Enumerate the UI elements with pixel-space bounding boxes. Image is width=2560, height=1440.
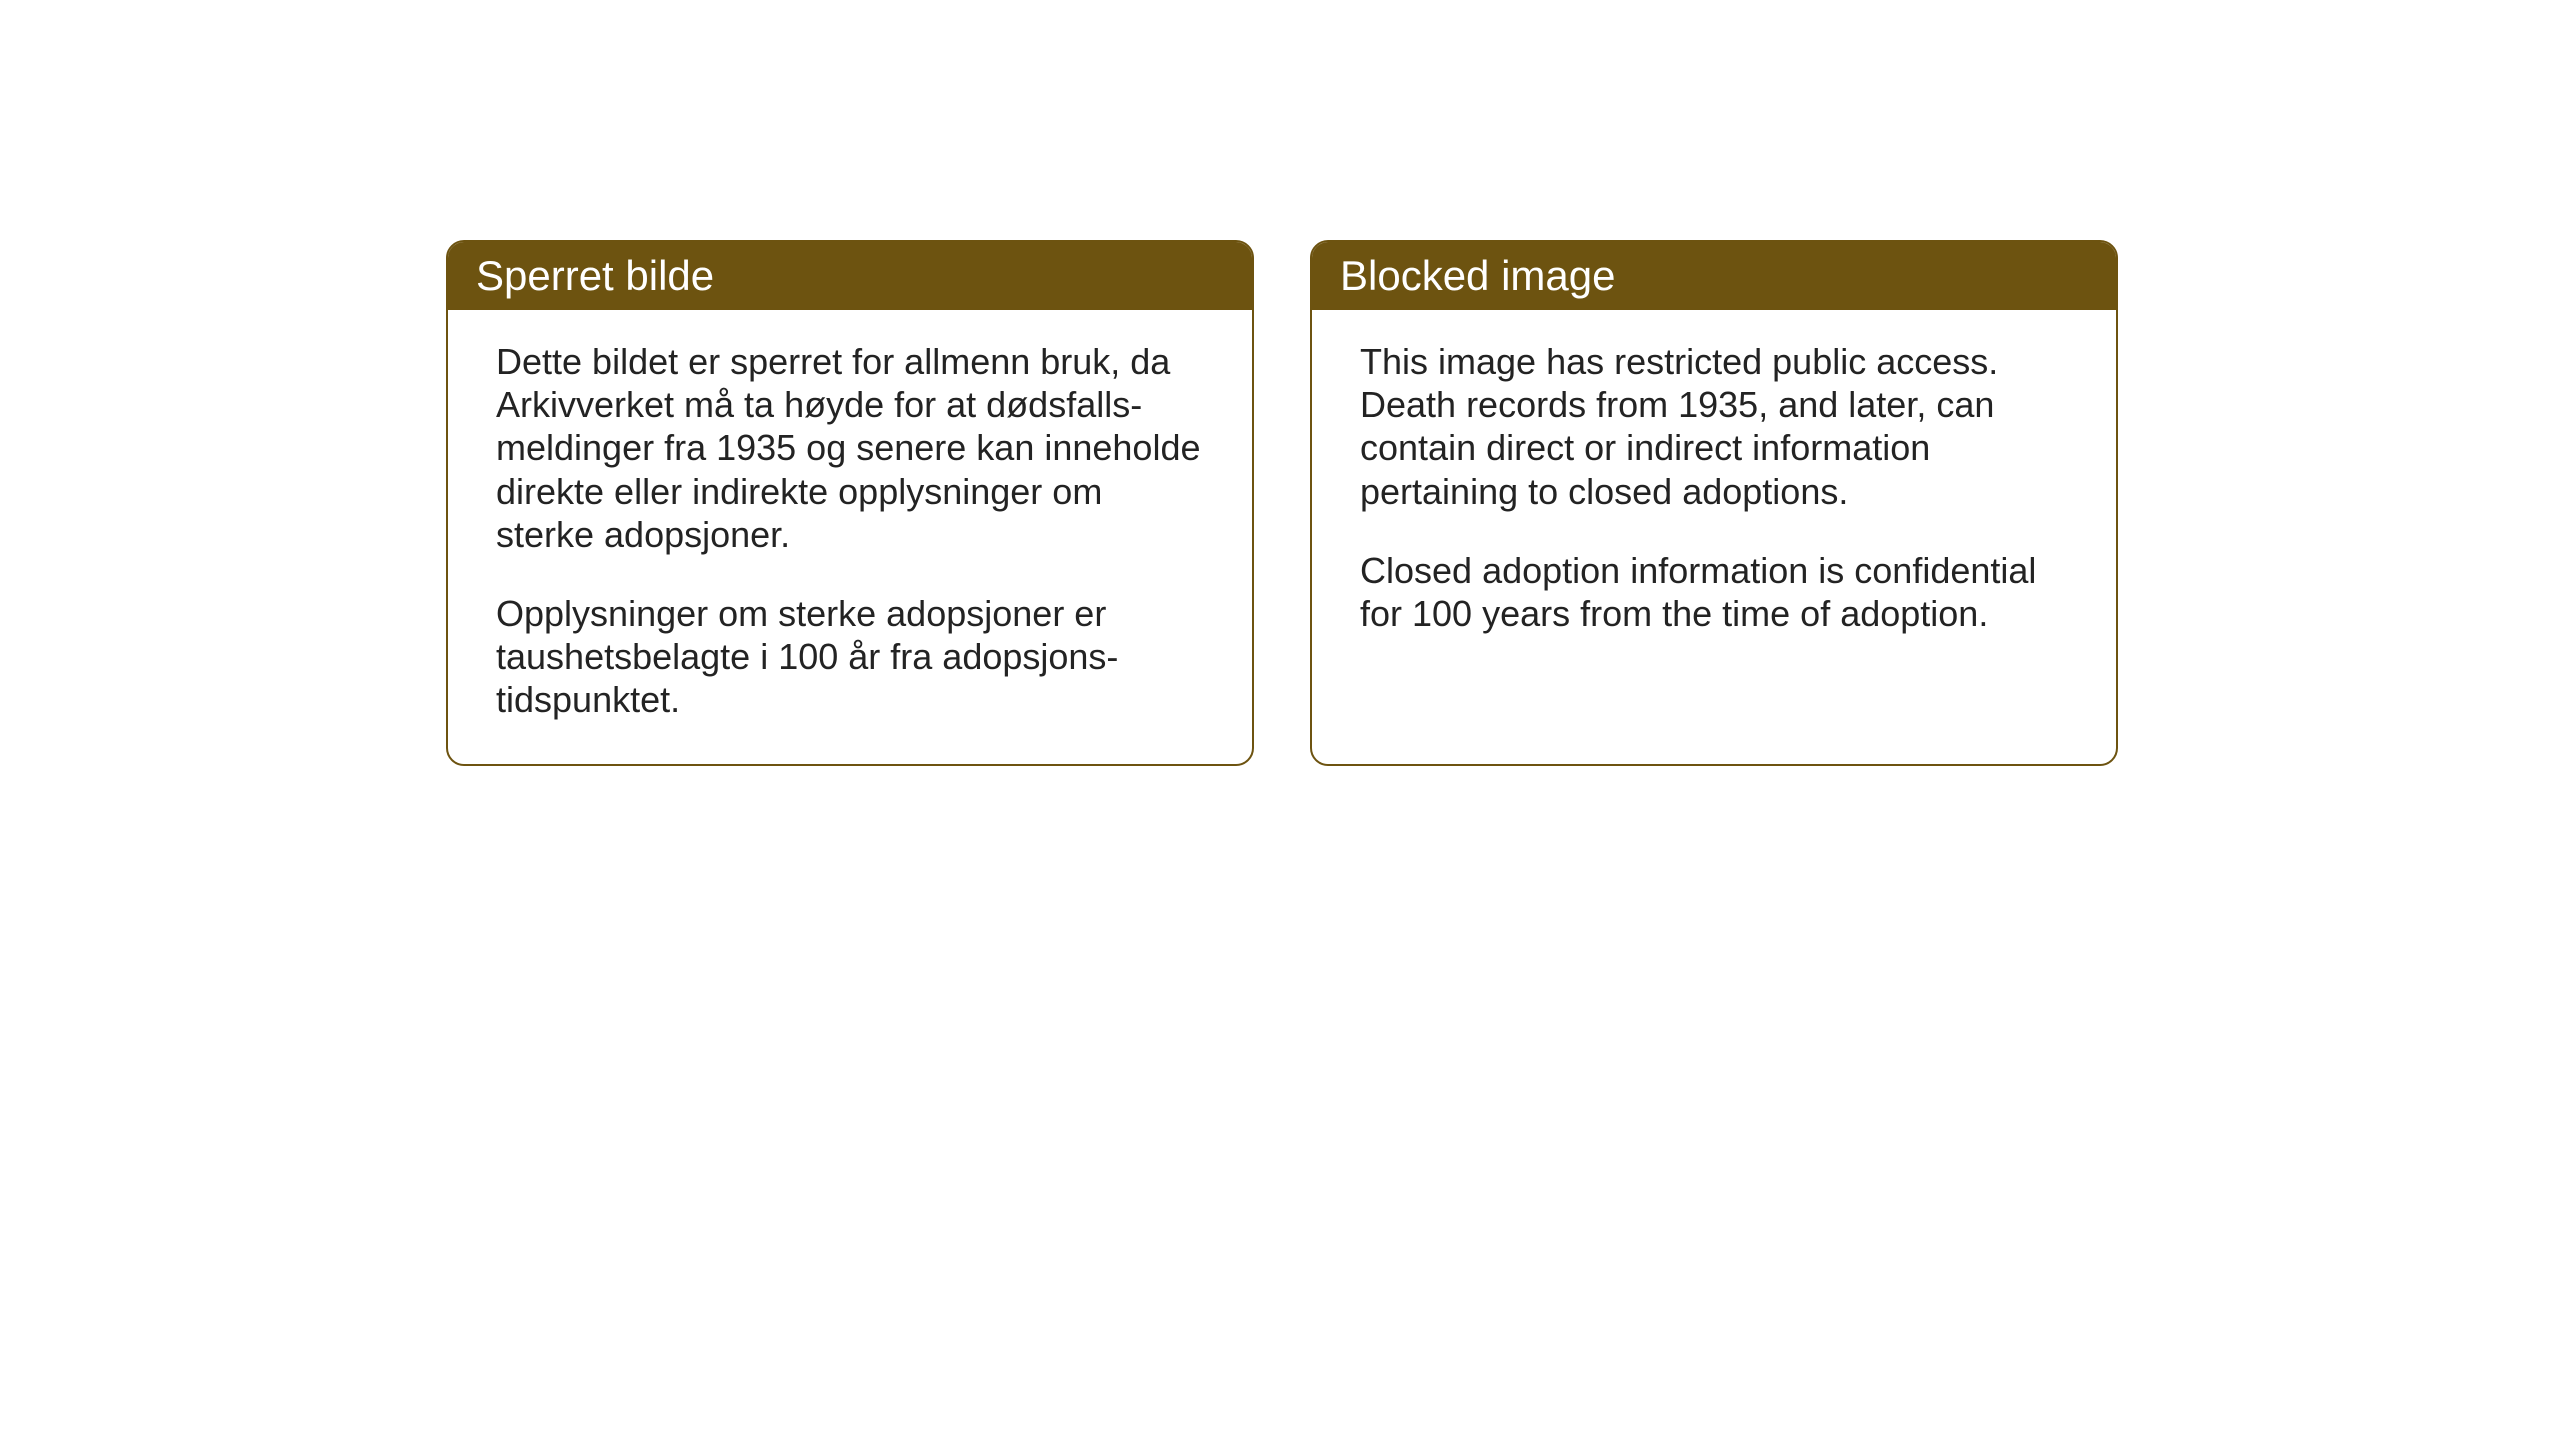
- card-header: Blocked image: [1312, 242, 2116, 310]
- card-paragraph: Opplysninger om sterke adopsjoner er tau…: [496, 592, 1204, 722]
- notice-card-english: Blocked image This image has restricted …: [1310, 240, 2118, 766]
- notice-card-norwegian: Sperret bilde Dette bildet er sperret fo…: [446, 240, 1254, 766]
- card-body: This image has restricted public access.…: [1312, 310, 2116, 677]
- notice-container: Sperret bilde Dette bildet er sperret fo…: [446, 240, 2118, 766]
- card-paragraph: Dette bildet er sperret for allmenn bruk…: [496, 340, 1204, 556]
- card-paragraph: This image has restricted public access.…: [1360, 340, 2068, 513]
- card-title: Blocked image: [1340, 252, 1615, 299]
- card-title: Sperret bilde: [476, 252, 714, 299]
- card-paragraph: Closed adoption information is confident…: [1360, 549, 2068, 635]
- card-header: Sperret bilde: [448, 242, 1252, 310]
- card-body: Dette bildet er sperret for allmenn bruk…: [448, 310, 1252, 764]
